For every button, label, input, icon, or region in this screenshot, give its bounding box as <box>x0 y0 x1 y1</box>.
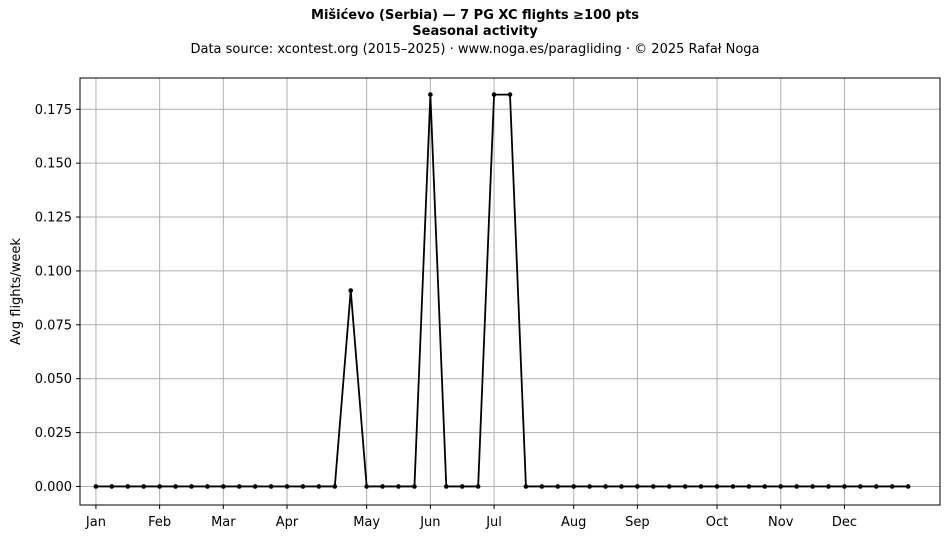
y-tick-label: 0.100 <box>35 264 72 279</box>
y-tick-label: 0.175 <box>35 103 72 118</box>
data-point <box>873 484 879 489</box>
x-tick-label: Oct <box>706 515 728 530</box>
chart-source-note: Data source: xcontest.org (2015–2025) · … <box>190 42 760 57</box>
x-tick-label: May <box>353 515 380 530</box>
data-point <box>778 484 784 489</box>
data-point <box>555 484 561 489</box>
data-point <box>905 484 911 489</box>
data-point <box>284 484 290 489</box>
plot-frame <box>79 77 941 506</box>
data-point <box>141 484 147 489</box>
x-axis: Jan Feb Mar Apr May Jun Jul Aug Sep Oct Nov Dec <box>85 505 857 530</box>
x-tick-label: Feb <box>148 515 171 530</box>
data-point <box>236 484 242 489</box>
data-point <box>443 484 449 489</box>
data-point <box>300 484 306 489</box>
y-tick-label: 0.075 <box>35 318 72 333</box>
data-point <box>173 484 178 489</box>
data-point <box>507 92 513 97</box>
chart-title: Mišićevo (Serbia) — 7 PG XC flights ≥100… <box>311 8 639 23</box>
y-tick-label: 0.000 <box>35 480 72 495</box>
data-point <box>380 484 385 489</box>
data-point <box>475 484 481 489</box>
data-point <box>459 484 465 489</box>
x-tick-label: Sep <box>625 515 650 530</box>
data-point <box>316 484 322 489</box>
data-point <box>842 484 847 489</box>
series-line <box>95 93 909 488</box>
data-point <box>571 484 577 489</box>
vertical-gridlines <box>95 78 845 505</box>
y-axis: 0.000 0.025 0.050 0.075 0.100 0.125 0.150 0.175 <box>35 103 80 495</box>
data-point <box>666 484 672 489</box>
x-tick-label: Dec <box>832 515 857 530</box>
y-tick-label: 0.125 <box>35 211 72 226</box>
x-tick-label: Aug <box>561 515 586 530</box>
x-tick-label: Apr <box>276 515 299 530</box>
data-point <box>810 484 815 489</box>
data-point <box>109 484 115 489</box>
data-point <box>396 484 401 489</box>
data-point <box>332 484 338 489</box>
data-point <box>698 484 704 489</box>
y-tick-label: 0.025 <box>35 426 72 441</box>
data-point <box>93 484 99 489</box>
data-point <box>428 92 433 97</box>
y-axis-label: Avg flights/week <box>9 238 24 345</box>
data-point <box>268 484 274 489</box>
data-point <box>889 484 895 489</box>
data-point <box>635 484 640 489</box>
data-point <box>794 484 799 489</box>
data-point <box>205 484 210 489</box>
data-point <box>348 288 354 293</box>
y-tick-label: 0.150 <box>35 157 72 172</box>
chart-title-block: Mišićevo (Serbia) — 7 PG XC flights ≥100… <box>0 8 950 58</box>
x-tick-label: Mar <box>211 515 236 530</box>
x-tick-label: Jun <box>419 515 440 530</box>
data-point <box>189 484 194 489</box>
data-point <box>714 484 720 489</box>
x-tick-label: Jan <box>85 515 106 530</box>
data-point <box>157 484 162 489</box>
data-point <box>412 484 417 489</box>
y-tick-label: 0.050 <box>35 372 72 387</box>
data-point <box>221 484 226 489</box>
data-point <box>587 484 592 489</box>
data-point <box>619 484 624 489</box>
data-point <box>364 484 369 489</box>
data-point <box>523 484 529 489</box>
horizontal-gridlines <box>80 108 940 487</box>
chart-subtitle: Seasonal activity <box>412 24 538 39</box>
data-point <box>682 484 688 489</box>
data-point <box>125 484 131 489</box>
data-point <box>539 484 545 489</box>
series-layer <box>93 92 911 489</box>
x-tick-label: Jul <box>485 515 502 530</box>
data-point <box>603 484 608 489</box>
data-point <box>762 484 768 489</box>
data-point <box>651 484 656 489</box>
data-point <box>730 484 736 489</box>
data-point <box>746 484 752 489</box>
data-point <box>252 484 258 489</box>
data-point <box>491 92 497 97</box>
data-point <box>858 484 863 489</box>
data-point <box>826 484 831 489</box>
x-tick-label: Nov <box>768 515 794 530</box>
